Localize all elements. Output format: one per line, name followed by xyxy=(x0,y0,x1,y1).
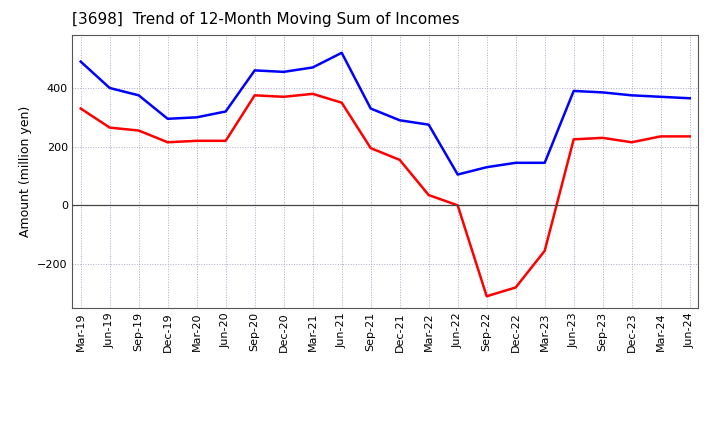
Net Income xyxy=(338,100,346,105)
Net Income xyxy=(541,248,549,253)
Net Income xyxy=(685,134,694,139)
Ordinary Income xyxy=(395,117,404,123)
Ordinary Income xyxy=(454,172,462,177)
Ordinary Income xyxy=(338,50,346,55)
Net Income xyxy=(395,157,404,162)
Net Income xyxy=(135,128,143,133)
Ordinary Income xyxy=(76,59,85,64)
Ordinary Income xyxy=(424,122,433,127)
Net Income xyxy=(482,293,491,299)
Net Income xyxy=(192,138,201,143)
Ordinary Income xyxy=(105,85,114,91)
Ordinary Income xyxy=(482,165,491,170)
Net Income xyxy=(76,106,85,111)
Ordinary Income xyxy=(541,160,549,165)
Y-axis label: Amount (million yen): Amount (million yen) xyxy=(19,106,32,237)
Ordinary Income xyxy=(511,160,520,165)
Net Income xyxy=(279,94,288,99)
Ordinary Income xyxy=(135,93,143,98)
Net Income xyxy=(366,146,375,151)
Line: Ordinary Income: Ordinary Income xyxy=(81,53,690,175)
Ordinary Income xyxy=(598,90,607,95)
Ordinary Income xyxy=(570,88,578,94)
Net Income xyxy=(105,125,114,130)
Net Income xyxy=(308,91,317,96)
Ordinary Income xyxy=(279,69,288,74)
Text: [3698]  Trend of 12-Month Moving Sum of Incomes: [3698] Trend of 12-Month Moving Sum of I… xyxy=(72,12,459,27)
Net Income xyxy=(424,192,433,198)
Ordinary Income xyxy=(163,116,172,121)
Ordinary Income xyxy=(685,95,694,101)
Ordinary Income xyxy=(657,94,665,99)
Ordinary Income xyxy=(221,109,230,114)
Net Income xyxy=(251,93,259,98)
Ordinary Income xyxy=(627,93,636,98)
Net Income xyxy=(598,135,607,140)
Net Income xyxy=(657,134,665,139)
Net Income xyxy=(570,137,578,142)
Ordinary Income xyxy=(308,65,317,70)
Net Income xyxy=(163,139,172,145)
Net Income xyxy=(454,203,462,208)
Net Income xyxy=(221,138,230,143)
Net Income xyxy=(511,285,520,290)
Line: Net Income: Net Income xyxy=(81,94,690,296)
Ordinary Income xyxy=(251,68,259,73)
Ordinary Income xyxy=(366,106,375,111)
Net Income xyxy=(627,139,636,145)
Ordinary Income xyxy=(192,115,201,120)
